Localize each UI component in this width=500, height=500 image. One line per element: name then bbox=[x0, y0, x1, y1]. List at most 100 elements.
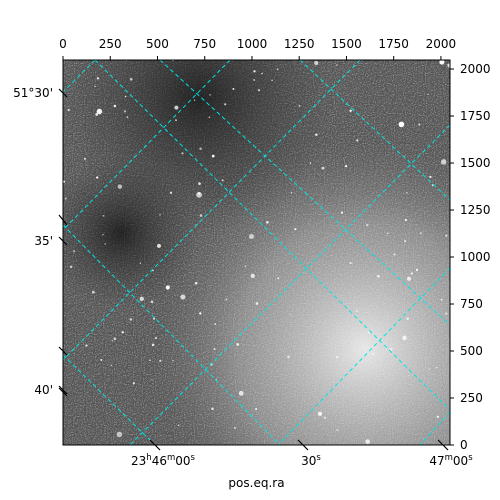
star bbox=[117, 184, 123, 189]
dark-region bbox=[63, 60, 450, 445]
y-tick-label: 1750 bbox=[460, 109, 491, 123]
grid-line bbox=[63, 60, 96, 93]
star bbox=[83, 157, 87, 160]
star bbox=[102, 233, 104, 236]
dec-tick-label: 51°30' bbox=[13, 86, 53, 100]
star bbox=[415, 268, 419, 272]
star bbox=[294, 228, 297, 231]
star bbox=[139, 262, 142, 264]
star bbox=[250, 273, 255, 278]
star bbox=[151, 343, 155, 347]
star bbox=[336, 429, 339, 432]
star bbox=[113, 337, 117, 341]
star bbox=[149, 359, 151, 362]
star bbox=[209, 94, 211, 96]
star bbox=[407, 276, 411, 281]
star bbox=[113, 104, 117, 108]
star bbox=[344, 164, 348, 168]
star bbox=[91, 290, 95, 294]
star bbox=[151, 379, 153, 381]
star bbox=[233, 426, 236, 429]
star bbox=[336, 356, 339, 359]
star bbox=[126, 116, 129, 119]
star bbox=[349, 261, 352, 265]
grid-line bbox=[299, 60, 450, 201]
dec-tick-label: 35' bbox=[34, 234, 53, 248]
star bbox=[224, 103, 227, 106]
ra-tick bbox=[149, 439, 161, 451]
grid-line bbox=[277, 267, 450, 445]
y-tick-label: 0 bbox=[460, 438, 468, 452]
star bbox=[257, 89, 261, 92]
coordinate-grid bbox=[63, 60, 450, 445]
x-axis-label: pos.eq.ra bbox=[228, 476, 284, 490]
y-tick-label: 250 bbox=[460, 391, 483, 405]
y-tick-label: 1500 bbox=[460, 156, 491, 170]
star bbox=[159, 359, 162, 362]
star bbox=[157, 243, 161, 248]
star bbox=[152, 317, 156, 320]
dec-minor-tick bbox=[58, 214, 68, 226]
y-tick-label: 500 bbox=[460, 344, 483, 358]
star bbox=[271, 79, 273, 82]
star bbox=[197, 192, 201, 195]
star bbox=[402, 335, 407, 341]
star bbox=[199, 214, 203, 217]
dec-tick bbox=[58, 88, 68, 98]
ra-tick bbox=[437, 439, 449, 451]
star bbox=[276, 68, 279, 71]
star bbox=[445, 312, 448, 315]
x-tick-label: 750 bbox=[193, 37, 216, 51]
star bbox=[277, 277, 280, 280]
star bbox=[321, 166, 325, 170]
star bbox=[96, 176, 99, 179]
x-tick-label: 250 bbox=[99, 37, 122, 51]
x-tick-label: 1000 bbox=[237, 37, 268, 51]
x-tick-label: 1500 bbox=[331, 37, 362, 51]
star bbox=[85, 344, 88, 347]
star bbox=[309, 162, 312, 164]
star bbox=[236, 343, 240, 346]
dec-tick bbox=[58, 236, 68, 246]
star bbox=[393, 253, 396, 256]
star bbox=[139, 296, 144, 301]
dec-minor-tick bbox=[58, 387, 68, 397]
star bbox=[214, 323, 217, 325]
star bbox=[419, 232, 422, 235]
grid-line bbox=[63, 60, 361, 361]
star bbox=[211, 407, 214, 411]
star bbox=[253, 70, 256, 73]
star bbox=[95, 113, 99, 116]
y-tick-label: 1000 bbox=[460, 250, 491, 264]
star bbox=[436, 366, 438, 369]
star bbox=[193, 99, 196, 102]
star bbox=[64, 197, 67, 200]
star bbox=[445, 234, 448, 237]
star bbox=[169, 191, 173, 194]
dec-tick bbox=[58, 385, 68, 395]
star bbox=[225, 298, 228, 301]
star bbox=[439, 60, 445, 65]
star bbox=[404, 218, 408, 222]
star bbox=[386, 232, 389, 235]
star bbox=[69, 265, 73, 269]
star bbox=[154, 337, 157, 340]
star bbox=[290, 192, 293, 194]
star bbox=[199, 147, 202, 150]
sky-image bbox=[63, 60, 450, 445]
star bbox=[355, 310, 358, 313]
grid-line bbox=[63, 60, 231, 231]
star bbox=[96, 77, 100, 80]
star bbox=[317, 411, 323, 416]
star bbox=[111, 339, 113, 342]
star bbox=[436, 415, 439, 418]
star bbox=[94, 85, 96, 88]
star bbox=[410, 272, 414, 275]
star bbox=[123, 110, 127, 113]
star bbox=[121, 331, 124, 334]
star bbox=[199, 312, 202, 315]
star bbox=[150, 300, 154, 304]
grid-line bbox=[63, 224, 281, 445]
star bbox=[427, 93, 429, 96]
